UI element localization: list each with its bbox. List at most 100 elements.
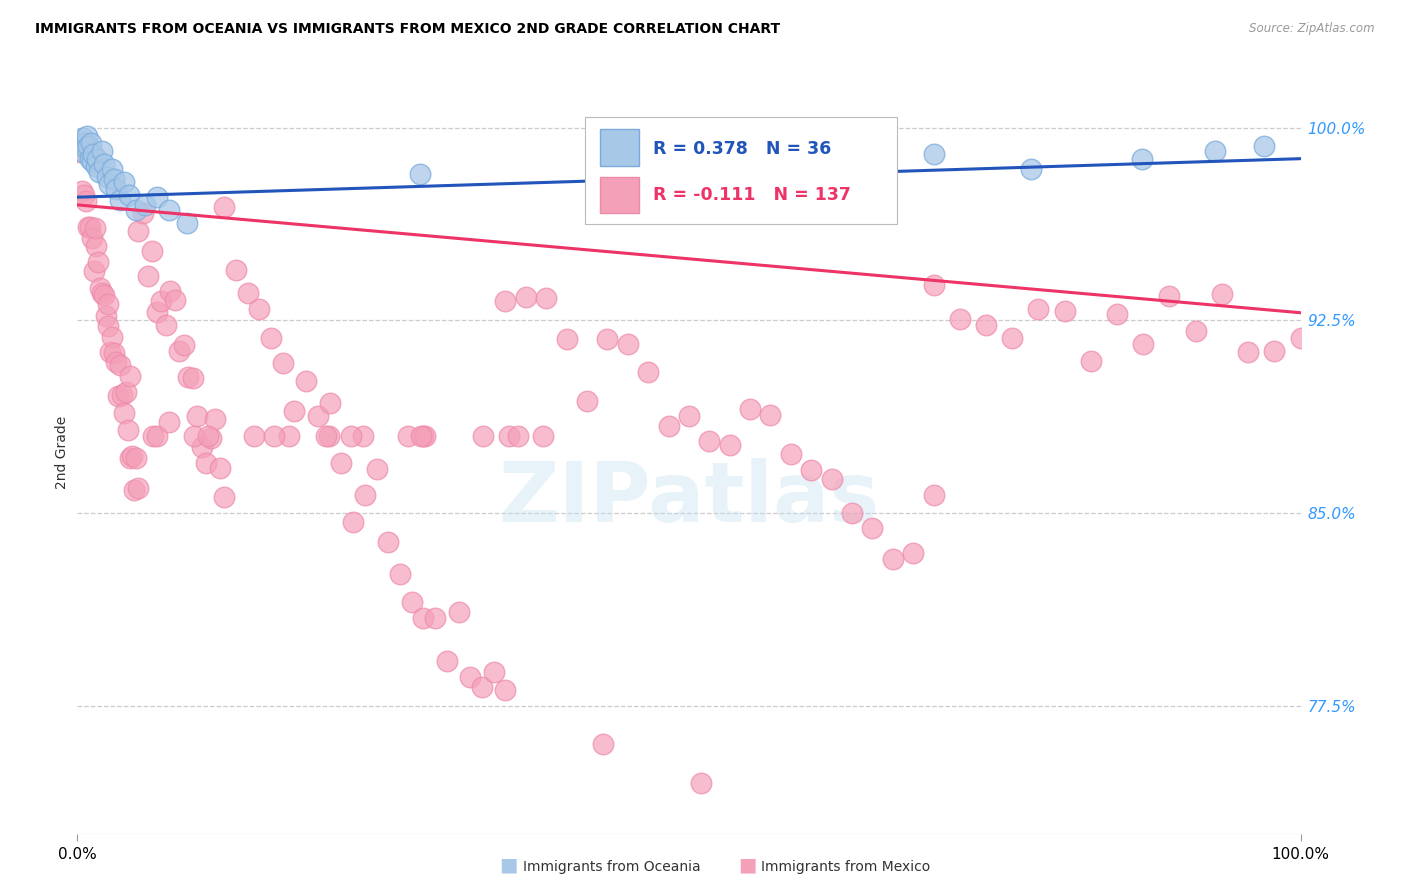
Point xyxy=(70,184,93,198)
Text: ■: ■ xyxy=(738,855,756,874)
Point xyxy=(80,154,103,169)
Point xyxy=(315,429,337,443)
Point xyxy=(555,332,578,346)
Text: R = 0.378   N = 36: R = 0.378 N = 36 xyxy=(654,140,832,158)
Point xyxy=(1001,331,1024,345)
Point xyxy=(377,534,399,549)
Point xyxy=(263,429,285,443)
Point xyxy=(91,286,114,301)
Point xyxy=(101,330,124,344)
Point xyxy=(100,161,122,176)
Point xyxy=(87,255,110,269)
Point xyxy=(759,408,782,422)
Point xyxy=(949,312,972,326)
Point xyxy=(576,393,599,408)
Point xyxy=(183,429,205,443)
Point xyxy=(73,188,96,202)
Point xyxy=(118,368,141,383)
Y-axis label: 2nd Grade: 2nd Grade xyxy=(55,416,69,490)
Point xyxy=(260,331,283,345)
Point xyxy=(97,297,120,311)
Point xyxy=(111,388,134,402)
Point xyxy=(295,374,318,388)
Point xyxy=(531,429,554,443)
Point xyxy=(860,521,884,535)
Point xyxy=(447,605,470,619)
Text: ZIPatlas: ZIPatlas xyxy=(499,458,879,539)
Point xyxy=(616,337,638,351)
Point xyxy=(200,431,222,445)
Point xyxy=(105,355,128,369)
Point xyxy=(159,284,181,298)
Point xyxy=(401,595,423,609)
Point xyxy=(278,429,301,443)
Point xyxy=(1130,152,1153,166)
Point xyxy=(125,202,148,217)
Text: ■: ■ xyxy=(499,855,517,874)
Point xyxy=(366,461,388,475)
Point xyxy=(740,401,762,416)
Point xyxy=(94,309,117,323)
Point xyxy=(98,178,121,192)
Point xyxy=(120,451,142,466)
Point xyxy=(84,239,107,253)
Point xyxy=(922,278,945,293)
Point xyxy=(73,136,96,151)
Point xyxy=(117,423,139,437)
Point xyxy=(80,136,103,151)
Point xyxy=(458,670,481,684)
Point xyxy=(658,419,681,434)
Point xyxy=(90,144,112,158)
Point xyxy=(110,359,132,373)
Point xyxy=(1204,144,1226,158)
Point xyxy=(1237,345,1260,359)
Point xyxy=(124,483,146,498)
Point xyxy=(800,463,823,477)
Point xyxy=(740,138,762,153)
Point xyxy=(515,290,537,304)
Point xyxy=(596,332,619,346)
Point xyxy=(136,268,159,283)
Point xyxy=(93,288,115,302)
Point xyxy=(195,456,218,470)
Point xyxy=(1211,286,1233,301)
Point xyxy=(841,507,863,521)
Point xyxy=(186,409,208,423)
Text: IMMIGRANTS FROM OCEANIA VS IMMIGRANTS FROM MEXICO 2ND GRADE CORRELATION CHART: IMMIGRANTS FROM OCEANIA VS IMMIGRANTS FR… xyxy=(35,22,780,37)
Point xyxy=(498,429,520,443)
Point xyxy=(197,429,219,443)
Point xyxy=(105,182,128,196)
Point xyxy=(118,187,141,202)
Point xyxy=(678,409,700,424)
Point xyxy=(84,160,107,174)
Point xyxy=(409,429,432,443)
Point xyxy=(112,175,135,189)
Point xyxy=(98,345,121,359)
Point xyxy=(307,409,329,424)
Text: Source: ZipAtlas.com: Source: ZipAtlas.com xyxy=(1250,22,1375,36)
Point xyxy=(412,429,434,443)
Point xyxy=(103,346,125,360)
Point xyxy=(163,293,186,307)
Point xyxy=(495,294,517,309)
Point xyxy=(637,365,659,379)
Point xyxy=(70,144,93,158)
Point xyxy=(318,429,340,443)
Point xyxy=(142,429,165,443)
Point xyxy=(824,154,846,169)
Point xyxy=(132,205,155,219)
Point xyxy=(181,371,204,385)
Point xyxy=(271,356,294,370)
Point xyxy=(903,546,925,560)
Text: Immigrants from Mexico: Immigrants from Mexico xyxy=(761,860,929,874)
Point xyxy=(396,429,419,443)
Point xyxy=(821,472,844,486)
Point xyxy=(388,567,411,582)
Point xyxy=(236,285,259,300)
Point xyxy=(506,429,529,443)
Point xyxy=(1159,289,1181,303)
FancyBboxPatch shape xyxy=(599,129,638,166)
Point xyxy=(1080,354,1102,368)
Point xyxy=(103,172,125,186)
FancyBboxPatch shape xyxy=(599,177,638,213)
